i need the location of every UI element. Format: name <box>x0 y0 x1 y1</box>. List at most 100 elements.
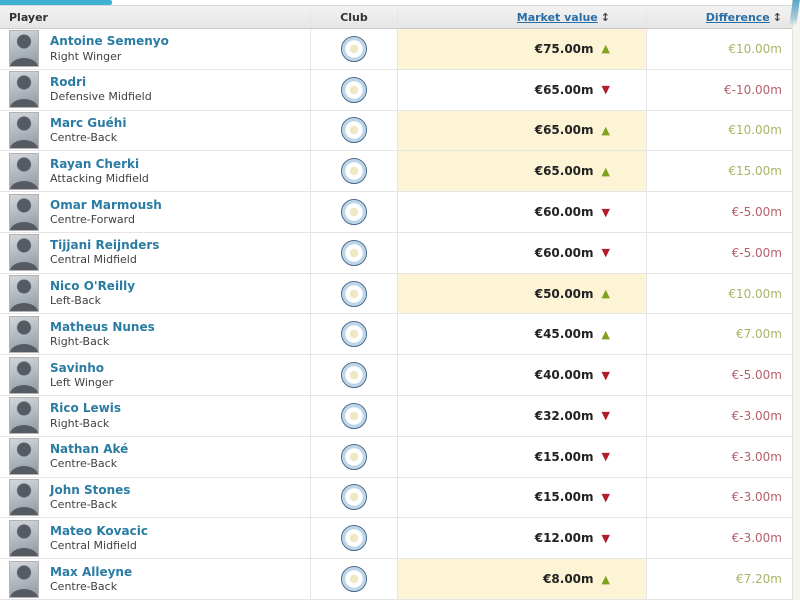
difference-value: €10.00m <box>728 286 782 301</box>
player-cell: Nathan Aké Centre-Back <box>0 437 310 477</box>
market-value-cell: €65.00m ▲ <box>398 110 646 151</box>
club-badge-icon[interactable] <box>341 35 367 62</box>
club-badge-icon[interactable] <box>341 443 367 470</box>
player-name[interactable]: Omar Marmoush <box>50 197 162 212</box>
market-value: €15.00m <box>534 490 594 505</box>
market-value-cell: €12.00m ▼ <box>398 518 646 558</box>
club-cell <box>310 396 398 436</box>
header-player: Player <box>9 10 48 24</box>
difference-value: €-3.00m <box>731 490 782 505</box>
player-cell: Savinho Left Winger <box>0 355 310 395</box>
player-photo[interactable] <box>9 111 39 149</box>
table-row: Tijjani Reijnders Central Midfield €60.0… <box>0 232 792 274</box>
player-photo[interactable] <box>9 356 39 394</box>
player-name[interactable]: Nathan Aké <box>50 442 129 457</box>
player-name[interactable]: Max Alleyne <box>50 564 133 579</box>
trend-down-icon: ▼ <box>601 246 610 260</box>
club-cell <box>310 436 398 477</box>
player-name[interactable]: Marc Guéhi <box>50 115 127 130</box>
table-row: Omar Marmoush Centre-Forward €60.00m ▼ €… <box>0 192 792 233</box>
trend-down-icon: ▼ <box>601 490 610 504</box>
table-row: Nico O'Reilly Left-Back €50.00m ▲ €10.00… <box>0 273 792 315</box>
player-position: Centre-Back <box>50 579 118 593</box>
player-photo[interactable] <box>9 71 39 109</box>
player-cell: Matheus Nunes Right-Back <box>0 314 310 354</box>
player-cell: Marc Guéhi Centre-Back <box>0 111 310 151</box>
club-badge-icon[interactable] <box>341 566 367 593</box>
player-photo[interactable] <box>9 275 39 313</box>
player-name[interactable]: John Stones <box>50 482 131 497</box>
player-info: Marc Guéhi Centre-Back <box>50 115 126 146</box>
difference-cell: €-3.00m <box>646 477 792 518</box>
difference-cell: €15.00m <box>646 151 792 192</box>
active-tab-indicator <box>0 0 112 5</box>
player-photo[interactable] <box>9 397 39 435</box>
difference-value: €10.00m <box>728 41 782 56</box>
market-value: €8.00m <box>543 572 594 587</box>
player-name[interactable]: Mateo Kovacic <box>50 523 148 538</box>
player-photo[interactable] <box>9 478 39 516</box>
difference-cell: €10.00m <box>646 110 792 151</box>
player-name[interactable]: Matheus Nunes <box>50 319 155 334</box>
trend-up-icon: ▲ <box>601 287 610 301</box>
table-row: Rodri Defensive Midfield €65.00m ▼ €-10.… <box>0 69 792 111</box>
club-badge-icon[interactable] <box>341 199 367 226</box>
player-name[interactable]: Nico O'Reilly <box>50 279 136 294</box>
table-header-row: Player Club Market value ↕ Difference ↕ <box>0 5 792 29</box>
player-position: Centre-Back <box>50 457 118 471</box>
club-badge-icon[interactable] <box>341 484 367 511</box>
club-badge-icon[interactable] <box>341 158 367 185</box>
club-badge-icon[interactable] <box>341 117 367 144</box>
table-row: Matheus Nunes Right-Back €45.00m ▲ €7.00… <box>0 314 792 356</box>
player-photo[interactable] <box>9 519 39 557</box>
club-badge-icon[interactable] <box>341 362 367 389</box>
market-value-cell: €15.00m ▼ <box>398 478 646 518</box>
player-photo[interactable] <box>9 30 39 68</box>
market-value-table: Player Club Market value ↕ Difference ↕ An… <box>0 5 792 600</box>
club-badge-icon[interactable] <box>341 402 367 429</box>
club-badge-icon[interactable] <box>341 76 367 103</box>
difference-value: €-5.00m <box>731 205 782 220</box>
player-name[interactable]: Savinho <box>50 360 105 375</box>
difference-cell: €7.00m <box>646 314 792 355</box>
player-photo[interactable] <box>9 152 39 190</box>
sort-icon[interactable]: ↕ <box>772 10 782 24</box>
player-photo[interactable] <box>9 438 39 476</box>
market-value: €65.00m <box>534 123 594 138</box>
player-info: Omar Marmoush Centre-Forward <box>50 197 162 228</box>
club-badge-icon[interactable] <box>341 321 367 348</box>
table-row: Nathan Aké Centre-Back €15.00m ▼ €-3.00m <box>0 436 792 478</box>
player-info: Mateo Kovacic Central Midfield <box>50 523 148 554</box>
player-name[interactable]: Antoine Semenyo <box>50 34 169 49</box>
player-name[interactable]: Tijjani Reijnders <box>50 238 160 253</box>
club-cell <box>310 110 398 151</box>
player-position: Left Winger <box>50 375 114 389</box>
club-badge-icon[interactable] <box>341 280 367 307</box>
club-cell <box>310 69 398 110</box>
player-position: Right Winger <box>50 49 122 63</box>
market-value: €65.00m <box>534 82 594 97</box>
market-value-sort-link[interactable]: Market value <box>516 10 598 24</box>
player-cell: Omar Marmoush Centre-Forward <box>0 192 310 232</box>
player-info: Antoine Semenyo Right Winger <box>50 33 169 64</box>
player-name[interactable]: Rodri <box>50 75 87 90</box>
player-photo[interactable] <box>9 315 39 353</box>
player-name[interactable]: Rayan Cherki <box>50 156 140 171</box>
player-position: Right-Back <box>50 416 110 430</box>
player-info: Nathan Aké Centre-Back <box>50 441 128 472</box>
player-photo[interactable] <box>9 193 39 231</box>
player-photo[interactable] <box>9 560 39 598</box>
market-value: €12.00m <box>534 531 594 546</box>
player-name[interactable]: Rico Lewis <box>50 401 122 416</box>
player-position: Centre-Back <box>50 498 118 512</box>
sort-icon[interactable]: ↕ <box>600 10 610 24</box>
club-badge-icon[interactable] <box>341 525 367 552</box>
difference-sort-link[interactable]: Difference <box>705 10 770 24</box>
trend-up-icon: ▲ <box>601 164 610 178</box>
club-cell <box>310 29 398 69</box>
player-photo[interactable] <box>9 234 39 272</box>
player-cell: Antoine Semenyo Right Winger <box>0 29 310 69</box>
table-row: Marc Guéhi Centre-Back €65.00m ▲ €10.00m <box>0 110 792 152</box>
club-cell <box>310 232 398 273</box>
club-badge-icon[interactable] <box>341 239 367 266</box>
